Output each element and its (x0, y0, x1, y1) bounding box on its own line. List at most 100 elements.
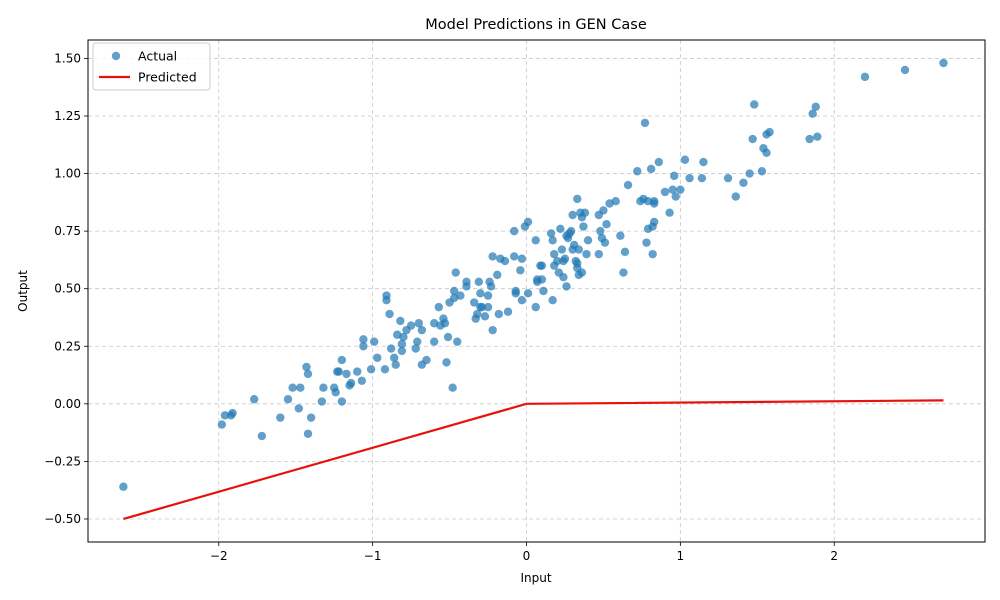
actual-point (562, 282, 571, 291)
actual-point (568, 210, 577, 220)
actual-point (474, 277, 484, 286)
actual-point (808, 109, 817, 118)
actual-point (665, 208, 674, 217)
y-tick-label: 0.00 (54, 397, 81, 411)
actual-point (331, 388, 340, 397)
actual-point (671, 192, 680, 201)
actual-point (294, 404, 303, 413)
actual-point (493, 270, 502, 280)
actual-point (317, 397, 327, 406)
legend-actual-label: Actual (138, 49, 177, 64)
actual-point (382, 296, 391, 305)
actual-point (413, 337, 422, 346)
actual-point (748, 134, 757, 144)
y-tick-label: 0.50 (54, 282, 81, 296)
chart-title: Model Predictions in GEN Case (425, 17, 647, 33)
actual-point (369, 337, 379, 346)
x-tick-label: 1 (677, 549, 685, 563)
actual-point (668, 185, 677, 194)
series-actual (119, 58, 948, 491)
actual-point (296, 383, 305, 392)
actual-point (582, 249, 591, 259)
actual-point (303, 369, 313, 379)
y-tick-label: 1.50 (54, 51, 81, 65)
y-tick-label: 1.00 (54, 167, 81, 181)
actual-point (516, 266, 525, 275)
x-tick-label: 2 (830, 549, 838, 563)
actual-point (549, 249, 559, 259)
series-predicted (123, 399, 944, 521)
actual-point (486, 282, 496, 291)
actual-point (560, 254, 570, 263)
actual-point (619, 268, 628, 277)
actual-point (745, 169, 754, 178)
actual-point (648, 249, 657, 259)
x-tick-label: 0 (523, 549, 531, 563)
actual-point (642, 238, 651, 247)
actual-point (765, 127, 774, 137)
actual-point (531, 236, 540, 245)
actual-point (399, 332, 408, 342)
actual-point (337, 355, 347, 365)
actual-point (448, 383, 457, 392)
actual-point (557, 245, 567, 254)
actual-point (443, 332, 453, 342)
actual-point (429, 337, 439, 346)
y-tick-label: −0.50 (44, 512, 81, 526)
actual-point (397, 339, 407, 349)
actual-point (537, 261, 547, 270)
actual-point (473, 309, 482, 319)
y-tick-label: −0.25 (44, 454, 81, 468)
actual-point (283, 395, 293, 404)
actual-point (739, 178, 748, 187)
actual-point (411, 344, 420, 353)
actual-point (449, 286, 459, 296)
actual-point (511, 289, 520, 298)
actual-point (288, 383, 297, 392)
predicted-line (123, 399, 944, 521)
legend: Actual Predicted (92, 42, 211, 91)
actual-point (548, 236, 557, 245)
actual-point (537, 275, 547, 284)
actual-point (594, 249, 604, 259)
actual-point (723, 173, 733, 183)
x-tick-label: −2 (210, 549, 228, 563)
actual-point (359, 335, 368, 344)
actual-point (599, 206, 608, 215)
actual-point (476, 289, 485, 298)
actual-point (319, 383, 328, 392)
actual-point (579, 222, 588, 231)
actual-point (391, 360, 400, 369)
actual-point (616, 231, 625, 240)
actual-point (386, 344, 396, 353)
actual-point (389, 353, 399, 362)
actual-point (503, 307, 513, 316)
y-tick-label: 0.25 (54, 339, 81, 353)
actual-point (660, 187, 670, 197)
actual-point (422, 355, 431, 365)
actual-point (762, 148, 771, 158)
actual-point (451, 268, 460, 277)
actual-point (548, 296, 557, 305)
actual-point (633, 167, 642, 176)
actual-point (685, 173, 694, 183)
actual-point (494, 309, 504, 319)
actual-point (646, 164, 656, 174)
actual-point (531, 302, 540, 312)
legend-predicted-label: Predicted (138, 70, 197, 85)
actual-point (546, 229, 556, 238)
actual-point (939, 58, 948, 68)
actual-point (811, 102, 820, 111)
actual-point (523, 289, 533, 298)
actual-point (257, 431, 267, 441)
actual-point (697, 173, 707, 183)
axis-ticks: −2 −1 0 1 2 −0.50 −0.25 0.00 0.25 0.50 0.75 1.00 1.2… (44, 51, 838, 563)
actual-point (509, 252, 519, 261)
actual-point (500, 256, 510, 266)
y-tick-label: 1.25 (54, 109, 81, 123)
actual-point (434, 302, 443, 312)
actual-point (640, 118, 650, 128)
actual-point (676, 185, 685, 194)
